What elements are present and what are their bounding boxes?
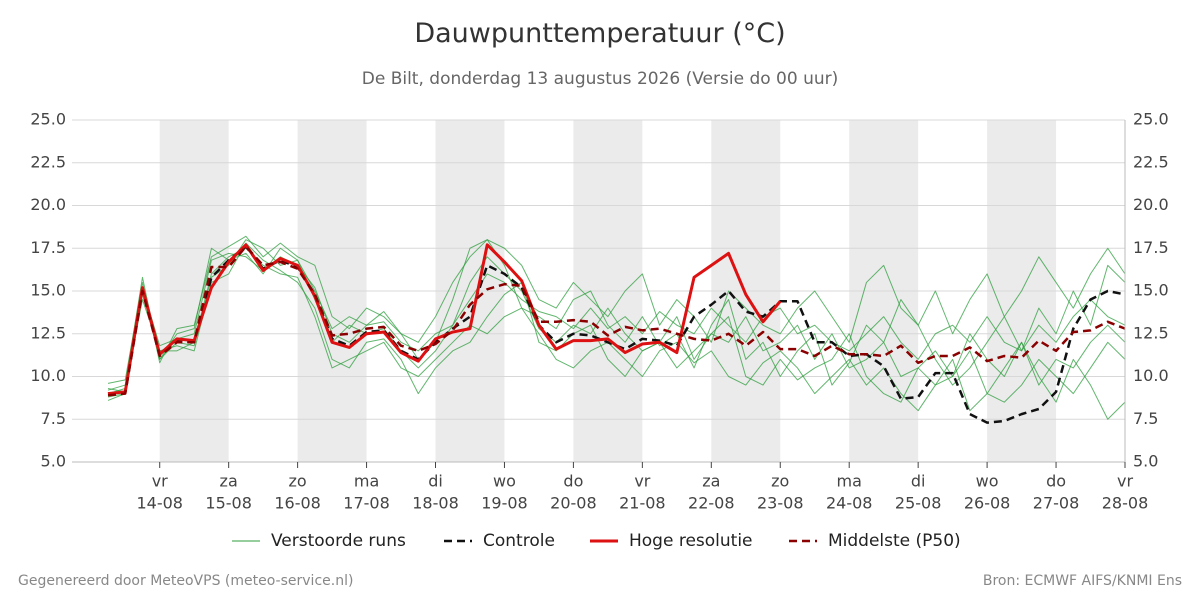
legend-label: Verstoorde runs [271, 531, 406, 551]
x-tick-day: di [428, 472, 443, 491]
y2-tick-label: 20.0 [1133, 195, 1169, 214]
footer-left: Gegenereerd door MeteoVPS (meteo-service… [18, 573, 353, 589]
y2-tick-label: 15.0 [1133, 281, 1169, 300]
ensemble-line [107, 247, 1126, 412]
legend-label: Middelste (P50) [828, 531, 961, 551]
x-tick-day: do [563, 472, 583, 491]
x-tick-date: 28-08 [1102, 494, 1149, 513]
series-line [107, 245, 1126, 397]
x-tick-day: za [702, 472, 720, 491]
x-tick-day: di [911, 472, 926, 491]
y2-tick-label: 12.5 [1133, 323, 1169, 342]
y-tick-label: 10.0 [30, 366, 66, 385]
y-tick-label: 5.0 [41, 452, 66, 471]
x-tick-date: 23-08 [757, 494, 804, 513]
y-tick-label: 7.5 [41, 409, 66, 428]
x-tick-day: zo [289, 472, 307, 491]
y2-tick-label: 10.0 [1133, 366, 1169, 385]
x-tick-day: za [220, 472, 238, 491]
y2-tick-label: 25.0 [1133, 110, 1169, 129]
legend-label: Controle [483, 531, 555, 551]
x-tick-date: 26-08 [964, 494, 1011, 513]
y-tick-label: 20.0 [30, 195, 66, 214]
y-tick-label: 22.5 [30, 152, 66, 171]
chart-subtitle: De Bilt, donderdag 13 augustus 2026 (Ver… [362, 69, 839, 89]
x-tick-day: ma [837, 472, 862, 491]
legend-item: Verstoorde runs [232, 531, 406, 551]
legend-item: Middelste (P50) [789, 531, 961, 551]
chart-title: Dauwpunttemperatuur (°C) [414, 18, 785, 49]
x-tick-date: 19-08 [481, 494, 528, 513]
y-tick-label: 17.5 [30, 238, 66, 257]
x-tick-day: vr [634, 472, 650, 491]
x-tick-date: 14-08 [136, 494, 183, 513]
y2-tick-label: 17.5 [1133, 238, 1169, 257]
y-tick-label: 12.5 [30, 323, 66, 342]
y-tick-label: 25.0 [30, 110, 66, 129]
y2-tick-label: 7.5 [1133, 409, 1158, 428]
legend-label: Hoge resolutie [629, 531, 753, 551]
x-tick-date: 27-08 [1033, 494, 1080, 513]
ensemble-line [107, 242, 1126, 420]
x-tick-date: 25-08 [895, 494, 942, 513]
x-tick-date: 24-08 [826, 494, 873, 513]
x-tick-day: ma [354, 472, 379, 491]
series-line [107, 245, 1126, 424]
x-tick-date: 22-08 [688, 494, 735, 513]
footer-right: Bron: ECMWF AIFS/KNMI Ens [983, 573, 1182, 589]
series-line [107, 243, 782, 396]
x-tick-day: wo [493, 472, 516, 491]
x-tick-day: vr [1117, 472, 1133, 491]
x-tick-date: 17-08 [343, 494, 390, 513]
x-tick-date: 16-08 [274, 494, 321, 513]
y2-tick-label: 22.5 [1133, 152, 1169, 171]
y-tick-label: 15.0 [30, 281, 66, 300]
x-tick-date: 20-08 [550, 494, 597, 513]
legend-item: Hoge resolutie [590, 531, 753, 551]
x-tick-day: wo [976, 472, 999, 491]
legend-item: Controle [444, 531, 555, 551]
ensemble-line [107, 239, 1126, 398]
x-tick-day: zo [771, 472, 789, 491]
x-tick-date: 21-08 [619, 494, 666, 513]
x-tick-day: do [1046, 472, 1066, 491]
y2-tick-label: 5.0 [1133, 452, 1158, 471]
x-tick-date: 15-08 [205, 494, 252, 513]
x-tick-date: 18-08 [412, 494, 459, 513]
x-tick-day: vr [152, 472, 168, 491]
